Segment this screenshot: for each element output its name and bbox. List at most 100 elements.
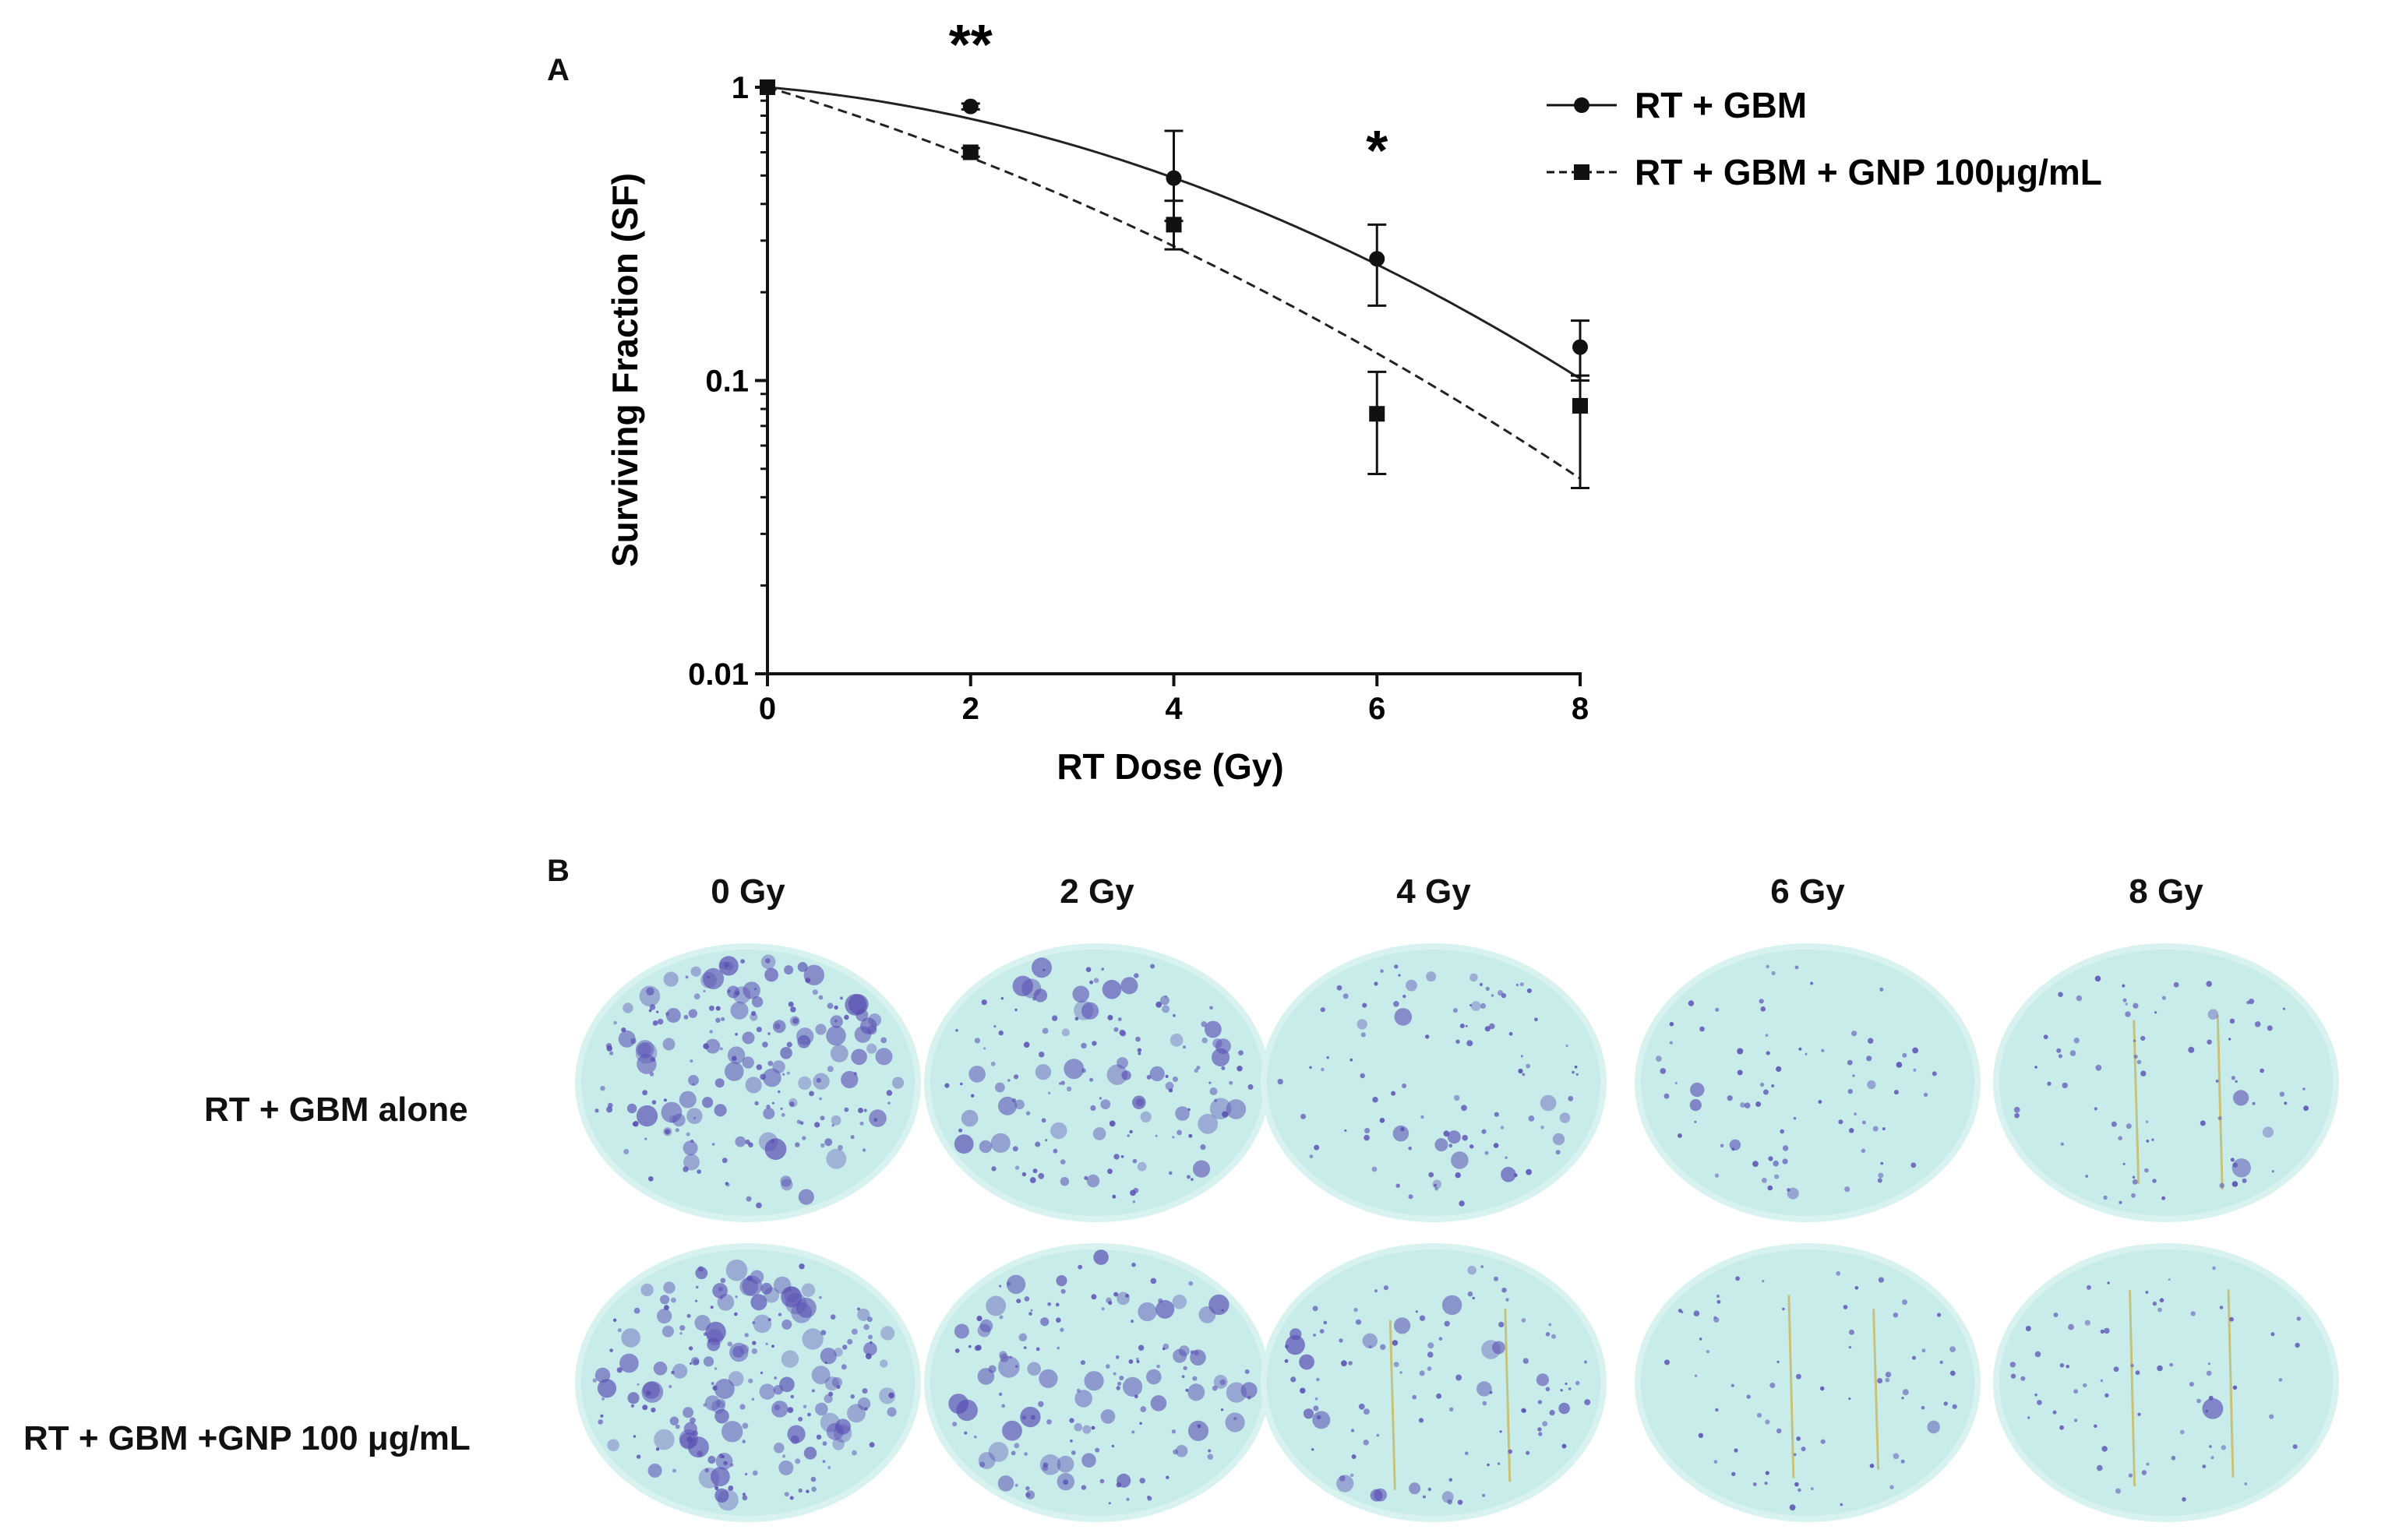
colony: [1362, 1333, 1378, 1349]
colony: [683, 1407, 694, 1418]
colony: [2037, 1400, 2042, 1405]
colony: [1537, 1400, 1543, 1404]
colony: [1457, 1499, 1463, 1505]
colony: [693, 1359, 700, 1366]
colony: [1127, 1134, 1130, 1137]
colony: [1131, 1262, 1136, 1267]
colony: [1024, 1296, 1030, 1302]
colony: [1901, 1397, 1904, 1400]
colony: [783, 1286, 800, 1303]
colony: [746, 1275, 753, 1281]
colony: [2086, 1285, 2091, 1290]
colony: [751, 1348, 757, 1355]
colony: [997, 1475, 1014, 1492]
colony: [651, 1057, 655, 1062]
colony: [1175, 1445, 1188, 1457]
colony: [1720, 1144, 1724, 1148]
colony: [1455, 1172, 1461, 1179]
plate-column-header: 6 Gy: [1770, 872, 1845, 911]
colony: [767, 1060, 774, 1066]
colony: [1113, 1154, 1120, 1160]
colony: [1551, 1334, 1556, 1339]
colony: [669, 1385, 672, 1388]
colony: [723, 1461, 728, 1466]
colony: [2140, 1035, 2146, 1041]
colony: [1233, 1417, 1237, 1421]
colony: [1878, 1172, 1884, 1179]
colony: [944, 1083, 950, 1088]
colony: [1447, 1499, 1453, 1505]
colony: [974, 1435, 977, 1439]
colony: [1910, 1162, 1917, 1168]
colony: [657, 1308, 672, 1324]
colony: [1489, 1023, 1495, 1030]
colony: [1861, 1148, 1866, 1154]
colony: [1170, 1033, 1184, 1047]
colony: [2231, 1181, 2239, 1187]
colony: [1074, 1017, 1079, 1021]
colony: [1392, 1125, 1409, 1142]
colony: [1480, 1265, 1484, 1268]
colony: [753, 1314, 772, 1334]
colony: [1796, 1373, 1801, 1380]
colony: [729, 1463, 734, 1467]
colony: [750, 1270, 764, 1285]
colony: [1469, 973, 1478, 982]
colony: [714, 1078, 725, 1088]
colony: [1441, 1295, 1462, 1316]
colony: [1350, 1429, 1355, 1433]
colony: [1737, 1048, 1744, 1055]
colony: [1205, 1020, 1222, 1038]
colony: [2084, 1320, 2090, 1326]
colony: [797, 1034, 811, 1048]
colony: [1360, 1032, 1366, 1038]
colony: [1885, 1377, 1890, 1383]
colony: [2295, 1342, 2300, 1348]
colony: [1183, 1045, 1186, 1049]
colony: [727, 1341, 732, 1347]
colony: [820, 1330, 827, 1336]
colony: [724, 961, 730, 967]
colony: [841, 1070, 859, 1089]
colony: [764, 967, 778, 982]
colony-plate: [924, 943, 1270, 1222]
colony: [1912, 1047, 1919, 1054]
colony: [2189, 1382, 2194, 1387]
colony: [1444, 1320, 1450, 1327]
colony: [1130, 1189, 1136, 1196]
colony: [1432, 1179, 1442, 1189]
colony: [721, 1158, 728, 1164]
colony: [781, 1112, 785, 1117]
colony: [2009, 1362, 2016, 1368]
colony: [961, 1109, 979, 1127]
colony: [711, 1143, 715, 1146]
colony: [758, 1132, 778, 1151]
colony: [834, 1019, 838, 1023]
colony: [1001, 1404, 1006, 1408]
colony: [1715, 1007, 1720, 1012]
colony: [790, 1006, 796, 1013]
colony: [705, 1038, 721, 1054]
colony: [816, 1077, 821, 1084]
colony: [1213, 1375, 1228, 1389]
colony: [1760, 1006, 1766, 1012]
colony: [1341, 1360, 1347, 1367]
colony: [2101, 1446, 2108, 1452]
colony: [811, 1389, 815, 1393]
colony: [1893, 1090, 1899, 1095]
colony: [780, 1047, 792, 1059]
colony: [1221, 1066, 1226, 1070]
colony: [1370, 1489, 1383, 1502]
colony: [1762, 1089, 1769, 1095]
colony: [693, 993, 700, 1000]
colony: [834, 1418, 851, 1435]
colony: [1900, 1459, 1905, 1464]
colony: [1012, 975, 1034, 997]
colony: [1312, 1411, 1331, 1429]
colony: [2013, 1106, 2020, 1113]
colony: [745, 1139, 750, 1145]
colony: [717, 1489, 739, 1511]
colony: [968, 1066, 986, 1083]
colony: [748, 1142, 753, 1147]
colony: [1756, 1412, 1762, 1418]
